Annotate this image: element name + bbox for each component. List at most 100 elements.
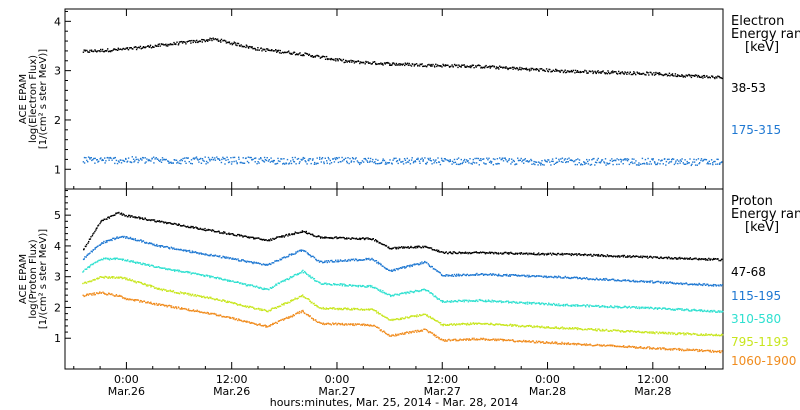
data-point	[469, 323, 471, 326]
data-point	[145, 161, 147, 163]
data-point	[186, 270, 188, 273]
data-point	[298, 53, 300, 55]
data-point	[307, 253, 309, 256]
data-point	[288, 50, 290, 52]
data-point	[469, 322, 472, 324]
data-point	[504, 274, 507, 276]
proton-ylabel-line3: [1/(cm² s ster MeV)]	[38, 229, 49, 329]
data-point	[458, 275, 460, 277]
data-point	[668, 158, 670, 160]
data-point	[90, 264, 92, 266]
data-point	[222, 232, 224, 235]
data-point	[446, 274, 448, 276]
data-point	[496, 158, 499, 160]
data-point	[673, 308, 676, 311]
data-point	[366, 323, 369, 326]
data-point	[561, 304, 564, 306]
data-point	[681, 158, 683, 160]
data-point	[396, 293, 398, 295]
data-point	[224, 300, 226, 302]
data-point	[441, 301, 444, 303]
data-point	[353, 308, 355, 311]
data-point	[604, 305, 606, 308]
data-point	[227, 301, 230, 303]
data-point	[602, 70, 604, 72]
data-point	[426, 330, 429, 332]
data-point	[341, 236, 343, 239]
xtick-date: Mar.27	[318, 385, 355, 398]
data-point	[234, 42, 236, 44]
data-point	[305, 161, 307, 163]
data-point	[189, 271, 191, 273]
data-point	[406, 62, 409, 64]
data-point	[102, 291, 104, 293]
data-point	[337, 60, 339, 62]
xtick-date: Mar.28	[634, 385, 671, 398]
data-point	[382, 290, 384, 292]
data-point	[489, 67, 491, 69]
data-point	[215, 298, 217, 301]
data-point	[169, 43, 171, 45]
data-point	[191, 39, 193, 42]
data-point	[121, 295, 123, 298]
data-point	[274, 163, 276, 165]
data-point	[218, 230, 220, 233]
data-point	[96, 277, 98, 280]
data-point	[89, 280, 91, 282]
data-point	[305, 272, 307, 274]
data-point	[339, 283, 341, 285]
data-point	[243, 235, 245, 237]
data-point	[477, 274, 479, 276]
data-point	[294, 253, 296, 255]
data-point	[132, 216, 134, 218]
data-point	[236, 44, 238, 47]
data-point	[526, 160, 528, 162]
data-point	[568, 71, 570, 73]
data-point	[639, 280, 641, 283]
data-point	[165, 268, 167, 270]
data-point	[699, 284, 702, 286]
proton-y-axis-label: ACE EPAM log(Proton Flux) [1/(cm² s ster…	[18, 229, 49, 329]
data-point	[419, 314, 421, 316]
data-point	[712, 162, 714, 164]
data-point	[258, 287, 261, 289]
data-point	[527, 68, 529, 71]
data-point	[308, 298, 310, 301]
data-point	[360, 308, 363, 310]
data-point	[210, 253, 212, 256]
data-point	[455, 64, 457, 67]
data-point	[154, 304, 156, 306]
data-point	[558, 328, 561, 330]
data-point	[290, 300, 292, 302]
data-point	[123, 160, 126, 163]
data-point	[580, 163, 582, 165]
data-point	[135, 156, 137, 158]
data-point	[633, 158, 635, 160]
data-point	[440, 300, 443, 302]
data-point	[306, 163, 308, 165]
data-point	[455, 323, 458, 325]
data-point	[169, 248, 171, 250]
data-point	[348, 258, 350, 261]
data-point	[377, 63, 379, 65]
data-point	[397, 293, 399, 296]
data-point	[408, 332, 410, 335]
data-point	[628, 73, 630, 75]
data-point	[423, 288, 425, 290]
data-point	[153, 302, 155, 305]
data-point	[441, 274, 443, 277]
data-point	[328, 158, 330, 160]
data-point	[603, 161, 605, 163]
data-point	[219, 39, 222, 42]
data-point	[84, 256, 86, 258]
data-point	[302, 249, 304, 251]
data-point	[162, 267, 164, 269]
data-point	[596, 278, 598, 280]
data-point	[354, 323, 357, 325]
data-point	[549, 68, 551, 71]
data-point	[621, 280, 623, 282]
data-point	[552, 252, 554, 254]
data-point	[283, 158, 285, 160]
data-point	[353, 237, 355, 240]
data-point	[606, 306, 609, 309]
